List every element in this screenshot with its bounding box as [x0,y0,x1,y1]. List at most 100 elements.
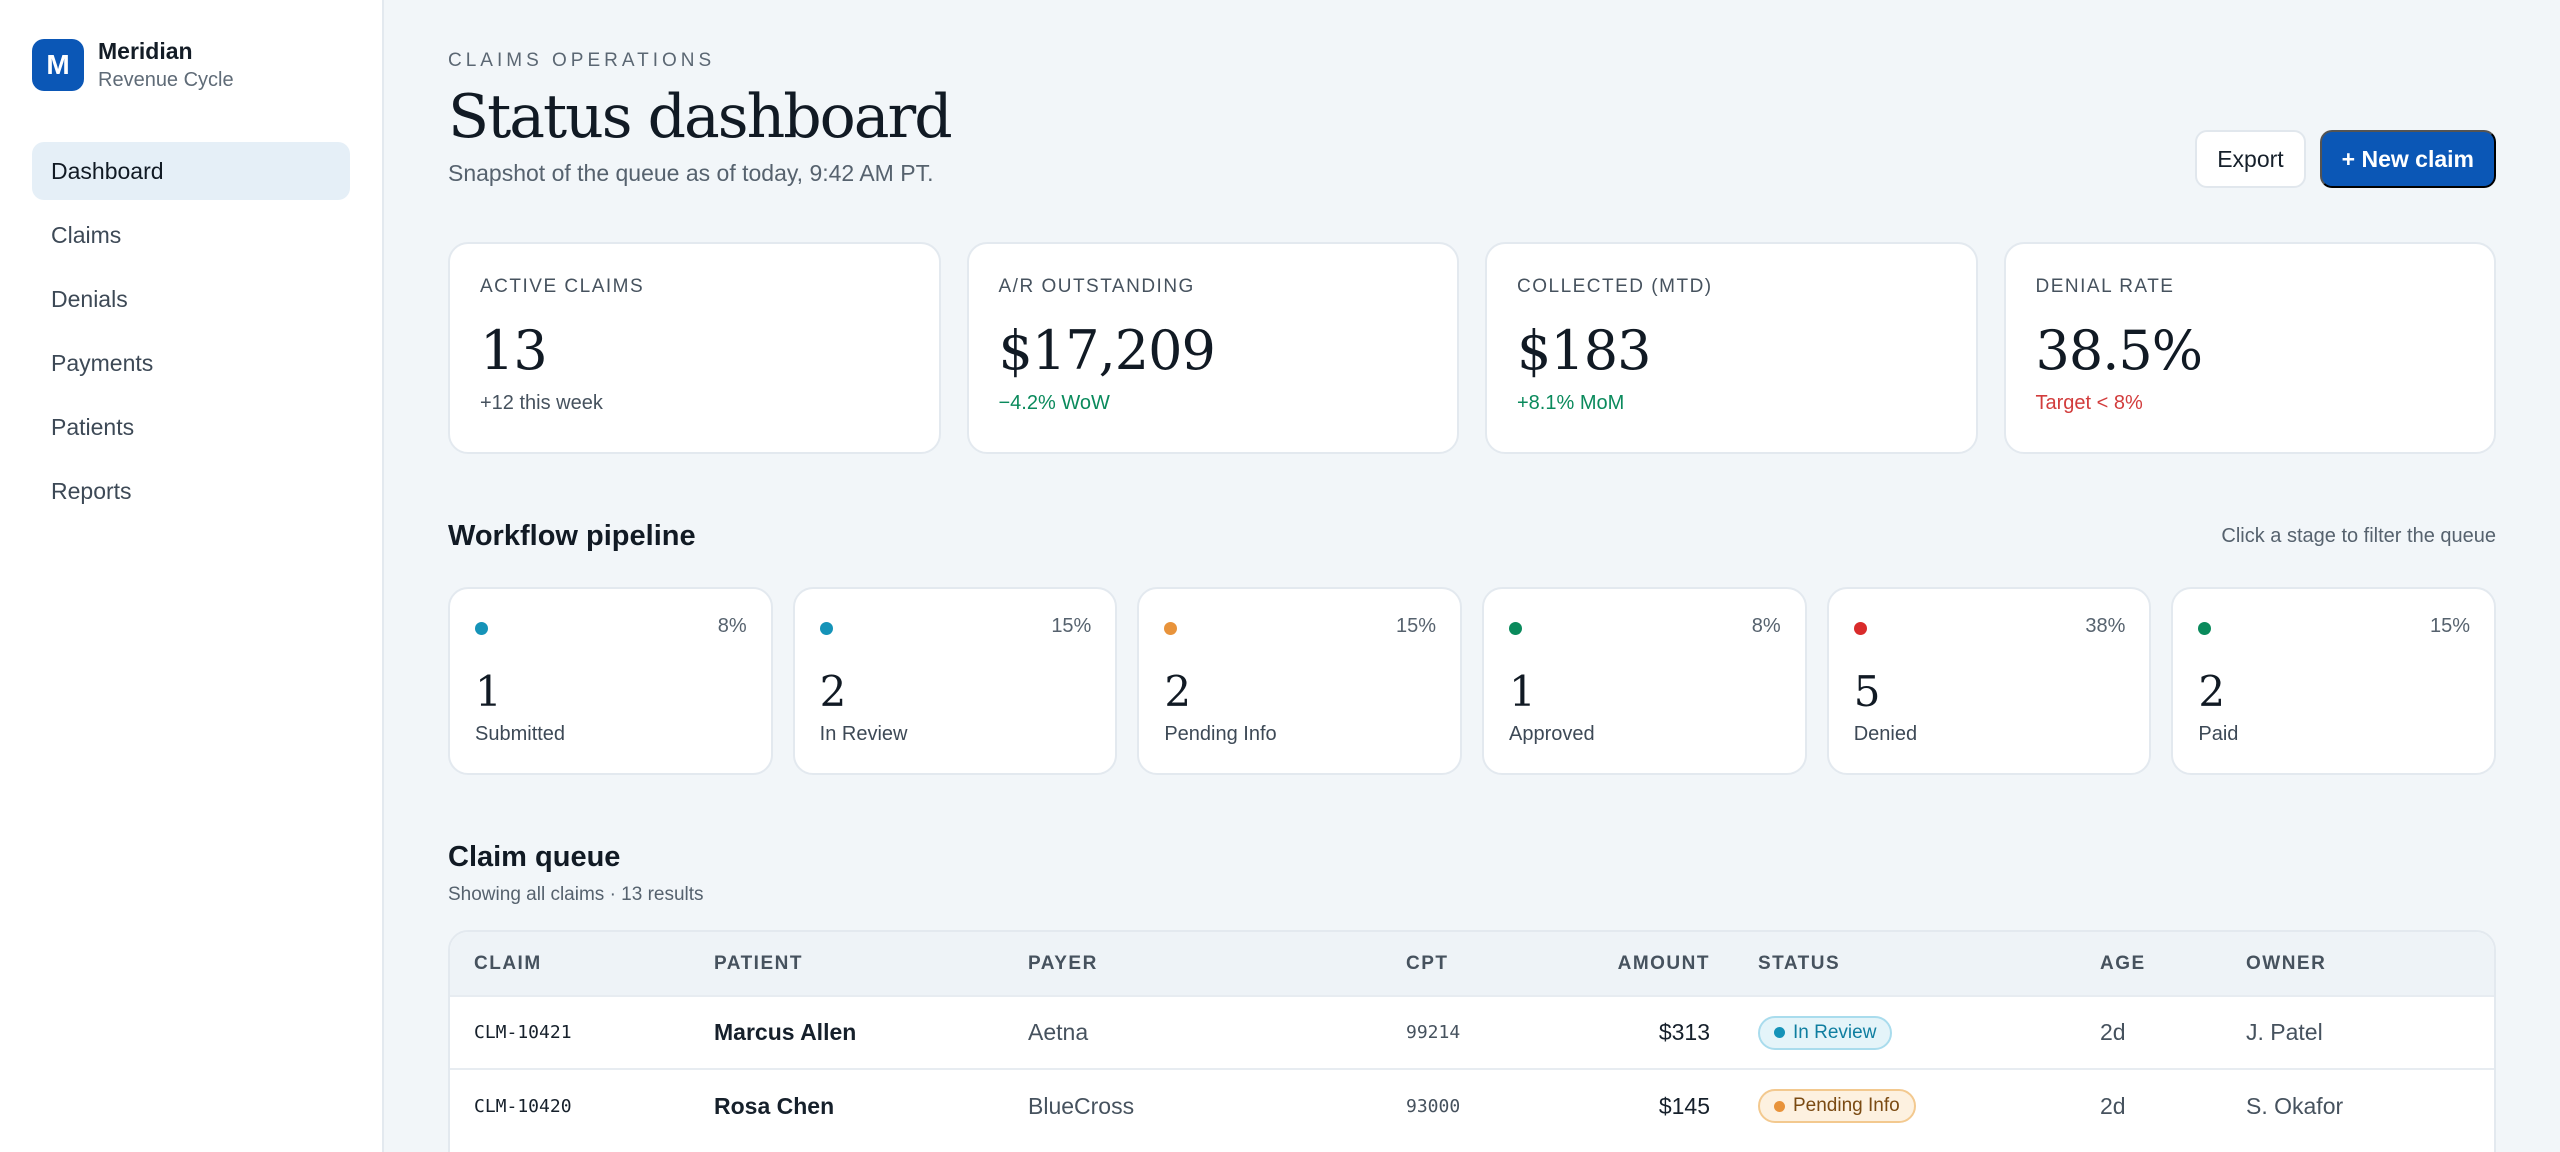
stage-paid[interactable]: 15% 2 Paid [2171,587,2497,775]
column-header-payer[interactable]: PAYER [1028,952,1098,974]
status-dot-icon [1774,1100,1785,1112]
kpi-card-collected-mtd: COLLECTED (MTD) $183 +8.1% MoM [1485,242,1978,454]
column-header-cpt[interactable]: CPT [1406,952,1449,974]
main-content: CLAIMS OPERATIONS Status dashboard Snaps… [384,0,2560,1152]
claim-owner: J. Patel [2246,1019,2323,1045]
pipeline-hint: Click a stage to filter the queue [2221,525,2496,547]
claim-id[interactable]: CLM-10421 [474,1022,572,1043]
kpi-card-active-claims: ACTIVE CLAIMS 13 +12 this week [448,242,941,454]
claim-owner: S. Okafor [2246,1092,2344,1119]
kpi-label: A/R OUTSTANDING [998,276,1195,297]
stage-pending-info[interactable]: 15% 2 Pending Info [1137,587,1463,775]
stage-count: 1 [1509,667,1536,716]
table-row[interactable]: CLM-10420 Rosa Chen BlueCross 93000 $145… [450,1069,2494,1142]
column-header-age[interactable]: AGE [2100,952,2146,974]
table-row[interactable]: CLM-10421 Marcus Allen Aetna 99214 $313 … [450,996,2494,1069]
column-header-status[interactable]: STATUS [1758,952,1841,974]
status-dot-icon [475,622,488,635]
stage-in-review[interactable]: 15% 2 In Review [792,587,1118,775]
kpi-row: ACTIVE CLAIMS 13 +12 this week A/R OUTST… [448,242,2496,454]
kpi-delta: Target < 8% [2035,392,2143,414]
stage-percent: 15% [2430,615,2471,637]
stage-label: Denied [1853,723,1918,745]
queue-title: Claim queue [448,841,621,873]
brand-subtitle: Revenue Cycle [98,69,234,91]
status-dot-icon [1164,622,1178,635]
stage-label: Pending Info [1164,723,1277,745]
stage-submitted[interactable]: 8% 1 Submitted [448,587,773,775]
stage-count: 2 [2198,667,2226,716]
page-subtitle: Snapshot of the queue as of today, 9:42 … [448,160,934,186]
claim-age: 2d [2100,1019,2126,1045]
column-header-patient[interactable]: PATIENT [714,952,803,974]
kpi-value: $17,209 [998,319,1216,382]
stage-count: 2 [1164,667,1192,716]
claim-id[interactable]: CLM-10420 [474,1095,572,1117]
column-header-amount[interactable]: AMOUNT [1617,952,1710,974]
payer-name: BlueCross [1028,1092,1135,1119]
stage-label: In Review [819,723,908,745]
stage-percent: 15% [1395,615,1437,637]
pipeline-title: Workflow pipeline [448,520,696,552]
sidebar-item-denials[interactable]: Denials [51,285,128,312]
kpi-label: COLLECTED (MTD) [1517,276,1713,297]
stage-count: 1 [475,667,502,716]
stage-label: Approved [1509,723,1595,745]
stage-percent: 8% [717,615,747,637]
page-eyebrow: CLAIMS OPERATIONS [448,50,716,71]
new-claim-button[interactable]: + New claim [2319,130,2496,188]
status-cell: In Review [1734,996,2076,1069]
status-dot-icon [2198,622,2212,635]
cpt-code: 93000 [1406,1095,1461,1117]
queue-subtitle: Showing all claims · 13 results [448,884,704,905]
stage-count: 2 [819,667,847,716]
stage-label: Submitted [475,723,566,745]
page-header: CLAIMS OPERATIONS Status dashboard Snaps… [448,0,2496,240]
stage-percent: 38% [2085,615,2126,637]
workflow-pipeline: Workflow pipeline Click a stage to filte… [448,520,2497,775]
header-actions: Export + New claim [2195,130,2496,188]
sidebar-nav: Dashboard Claims Denials Payments Patien… [32,142,350,520]
patient-name: Rosa Chen [714,1092,835,1119]
status-text: In Review [1793,1021,1877,1043]
sidebar-item-dashboard[interactable]: Dashboard [32,142,350,200]
claim-queue: Claim queue Showing all claims · 13 resu… [448,841,2496,1152]
kpi-delta: −4.2% WoW [998,392,1110,414]
payer-name: Aetna [1028,1019,1089,1045]
claim-table: CLAIM PATIENT PAYER CPT AMOUNT STATUS AG… [448,930,2496,1152]
sidebar-item-reports[interactable]: Reports [51,477,132,504]
status-badge: In Review [1758,1015,1893,1050]
status-dot-icon [1509,622,1523,635]
column-header-owner[interactable]: OWNER [2246,952,2327,974]
cpt-code: 99214 [1406,1022,1461,1043]
stage-percent: 15% [1051,615,1092,637]
column-header-claim[interactable]: CLAIM [474,952,542,974]
kpi-card-ar-outstanding: A/R OUTSTANDING $17,209 −4.2% WoW [966,242,1459,454]
status-badge: Pending Info [1758,1089,1916,1123]
stage-approved[interactable]: 8% 1 Approved [1482,587,1807,775]
claim-amount: $145 [1658,1092,1710,1119]
patient-name: Marcus Allen [714,1019,857,1045]
sidebar-item-patients[interactable]: Patients [51,413,135,440]
status-dot-icon [1774,1027,1785,1038]
kpi-label: DENIAL RATE [2035,276,2175,297]
claim-age: 2d [2100,1092,2126,1119]
status-text: Pending Info [1793,1095,1900,1116]
pipeline-header: Workflow pipeline Click a stage to filte… [448,520,2496,553]
stage-count: 5 [1853,667,1881,716]
kpi-delta: +12 this week [480,392,603,414]
sidebar-item-payments[interactable]: Payments [51,349,154,376]
kpi-value: 38.5% [2035,319,2204,382]
kpi-label: ACTIVE CLAIMS [480,276,645,297]
kpi-value: 13 [480,319,548,382]
sidebar-item-claims[interactable]: Claims [51,221,122,248]
kpi-card-denial-rate: DENIAL RATE 38.5% Target < 8% [2003,242,2496,454]
status-dot-icon [819,622,833,635]
kpi-delta: +8.1% MoM [1517,392,1625,414]
export-button[interactable]: Export [2195,130,2306,188]
stage-denied[interactable]: 38% 5 Denied [1826,587,2152,775]
brand[interactable]: M Meridian Revenue Cycle [32,36,350,94]
status-dot-icon [1853,622,1867,635]
status-cell: Pending Info [1734,1069,2076,1142]
